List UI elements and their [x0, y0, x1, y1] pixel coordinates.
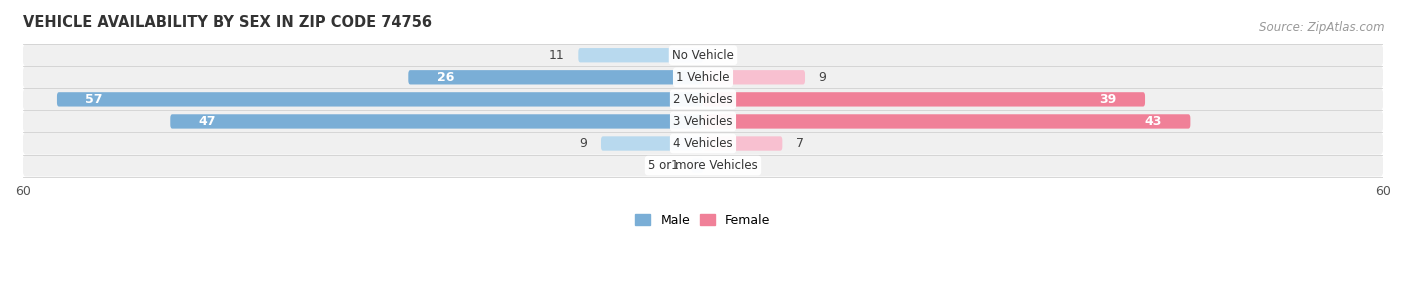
FancyBboxPatch shape	[703, 92, 1144, 106]
Text: 5 or more Vehicles: 5 or more Vehicles	[648, 159, 758, 172]
FancyBboxPatch shape	[703, 114, 1191, 129]
FancyBboxPatch shape	[703, 136, 782, 151]
Text: 7: 7	[796, 137, 804, 150]
Text: 26: 26	[437, 71, 454, 84]
FancyBboxPatch shape	[170, 114, 703, 129]
Legend: Male, Female: Male, Female	[630, 209, 776, 232]
Text: 9: 9	[579, 137, 588, 150]
Text: 11: 11	[548, 49, 565, 62]
Text: 39: 39	[1099, 93, 1116, 106]
FancyBboxPatch shape	[22, 132, 1384, 155]
FancyBboxPatch shape	[22, 66, 1384, 88]
FancyBboxPatch shape	[22, 110, 1384, 132]
Text: VEHICLE AVAILABILITY BY SEX IN ZIP CODE 74756: VEHICLE AVAILABILITY BY SEX IN ZIP CODE …	[22, 15, 432, 30]
Text: 9: 9	[818, 71, 827, 84]
Text: 3 Vehicles: 3 Vehicles	[673, 115, 733, 128]
Text: 1: 1	[671, 159, 678, 172]
FancyBboxPatch shape	[408, 70, 703, 84]
Text: 2 Vehicles: 2 Vehicles	[673, 93, 733, 106]
Text: 1 Vehicle: 1 Vehicle	[676, 71, 730, 84]
FancyBboxPatch shape	[56, 92, 703, 106]
Text: No Vehicle: No Vehicle	[672, 49, 734, 62]
FancyBboxPatch shape	[22, 155, 1384, 177]
Text: 4 Vehicles: 4 Vehicles	[673, 137, 733, 150]
Text: 47: 47	[198, 115, 217, 128]
FancyBboxPatch shape	[703, 70, 806, 84]
FancyBboxPatch shape	[692, 159, 703, 173]
FancyBboxPatch shape	[22, 88, 1384, 110]
FancyBboxPatch shape	[22, 44, 1384, 66]
Text: 57: 57	[86, 93, 103, 106]
FancyBboxPatch shape	[600, 136, 703, 151]
Text: Source: ZipAtlas.com: Source: ZipAtlas.com	[1260, 21, 1385, 34]
FancyBboxPatch shape	[578, 48, 703, 62]
Text: 43: 43	[1144, 115, 1161, 128]
